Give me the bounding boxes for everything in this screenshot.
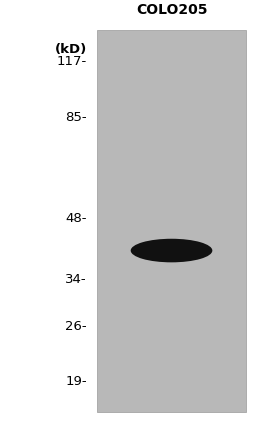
Text: 117-: 117- — [57, 55, 87, 68]
Text: 85-: 85- — [66, 112, 87, 124]
Text: 19-: 19- — [66, 375, 87, 388]
Text: 34-: 34- — [66, 273, 87, 286]
Ellipse shape — [131, 239, 212, 263]
Text: 48-: 48- — [66, 212, 87, 225]
Bar — [97, 30, 246, 412]
Text: COLO205: COLO205 — [136, 3, 207, 17]
Text: 26-: 26- — [66, 320, 87, 333]
Text: (kD): (kD) — [55, 43, 87, 57]
